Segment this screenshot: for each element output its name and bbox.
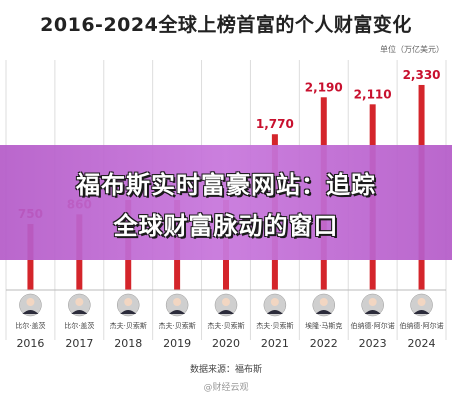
avatar-suit: [413, 310, 430, 314]
data-label: 2,110: [354, 87, 392, 101]
avatar-face: [319, 298, 328, 306]
avatar-face: [222, 298, 230, 306]
headline-overlay-banner: 福布斯实时富豪网站：追踪 全球财富脉动的窗口: [0, 145, 452, 260]
person-name-label: 杰夫·贝索斯: [158, 321, 195, 330]
avatar-face: [75, 298, 84, 306]
x-tick-label: 2016: [16, 337, 44, 350]
x-tick-label: 2018: [114, 337, 142, 350]
avatar-suit: [218, 310, 234, 314]
data-label: 2,190: [305, 80, 343, 94]
avatar-face: [26, 298, 35, 306]
x-tick-label: 2019: [163, 337, 191, 350]
avatar-face: [124, 298, 133, 306]
avatar-suit: [266, 310, 283, 314]
x-tick-label: 2023: [359, 337, 387, 350]
chart-title: 2016-2024全球上榜首富的个人财富变化: [40, 14, 412, 36]
x-tick-label: 2020: [212, 337, 240, 350]
x-tick-label: 2017: [65, 337, 93, 350]
watermark-text: @财经云观: [203, 383, 249, 393]
avatar-face: [173, 298, 182, 306]
person-name-label: 杰夫·贝索斯: [110, 321, 147, 330]
avatar-suit: [169, 310, 186, 314]
overlay-headline-line-2: 全球财富脉动的窗口: [113, 211, 339, 240]
x-tick-label: 2021: [261, 337, 289, 350]
overlay-headline-line-1: 福布斯实时富豪网站：追踪: [76, 170, 376, 199]
data-source-note: 数据来源：福布斯: [189, 365, 262, 375]
person-name-label: 比尔·盖茨: [15, 321, 45, 330]
avatar-suit: [22, 310, 39, 314]
avatar-face: [417, 298, 426, 306]
person-name-label: 杰夫·贝索斯: [207, 321, 244, 330]
avatar-suit: [364, 310, 381, 314]
person-name-label: 比尔·盖茨: [64, 321, 94, 330]
avatar-face: [270, 298, 279, 306]
person-name-label: 杰夫·贝索斯: [256, 321, 293, 330]
person-name-label: 埃隆·马斯克: [305, 321, 342, 330]
avatar-suit: [71, 310, 88, 314]
avatar-suit: [120, 310, 137, 314]
data-label: 1,770: [256, 117, 294, 131]
x-tick-label: 2024: [408, 337, 436, 350]
avatar-face: [368, 298, 377, 306]
unit-label: 单位（万亿美元）: [380, 45, 444, 54]
data-label: 2,330: [403, 68, 441, 82]
avatar-suit: [315, 310, 332, 314]
person-name-label: 伯纳德·阿尔诺: [399, 321, 443, 330]
person-name-label: 伯纳德·阿尔诺: [351, 321, 395, 330]
x-tick-label: 2022: [310, 337, 338, 350]
